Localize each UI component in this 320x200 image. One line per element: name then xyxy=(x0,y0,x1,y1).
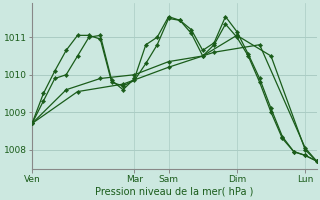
X-axis label: Pression niveau de la mer( hPa ): Pression niveau de la mer( hPa ) xyxy=(95,187,253,197)
